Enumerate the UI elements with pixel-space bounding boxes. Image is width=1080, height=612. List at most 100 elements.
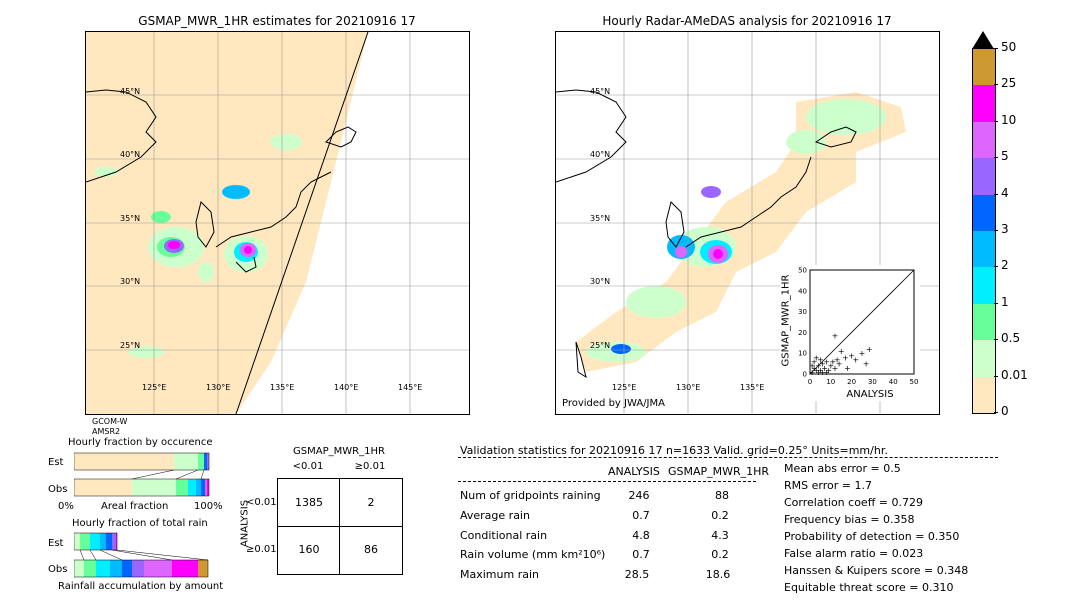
occurrence-axis-right: 100% <box>194 501 223 512</box>
right-map-svg <box>556 32 939 414</box>
scatter-point: + <box>830 358 837 367</box>
scatter-xtick: 10 <box>826 378 835 386</box>
colorbar-label: 10 <box>1001 112 1017 127</box>
right-lat-40: 40°N <box>590 150 611 159</box>
scatter-point: + <box>811 358 818 367</box>
colorbar-label: 4 <box>1001 185 1009 200</box>
colorbar-label: 3 <box>1001 222 1009 236</box>
scatter-xtick: 20 <box>847 378 856 386</box>
scatter-point: + <box>819 368 826 377</box>
colorbar-segment <box>973 303 995 341</box>
stat-label-3: Rain volume (mm km²10⁶) <box>460 548 606 561</box>
col-gsmap: GSMAP_MWR_1HR <box>668 465 770 478</box>
left-lon-145: 145°E <box>398 383 423 392</box>
stat-analysis-3: 0.7 <box>632 548 650 561</box>
contingency-col-lt: <0.01 <box>292 461 324 472</box>
contingency-row-lt: <0.01 <box>246 497 277 508</box>
scatter-inset: + + + + + + + + + + + + + + + + + + + + + + + + + + + + + + 0 0 10 10 20 2… <box>780 265 920 401</box>
colorbar-tick <box>994 339 998 341</box>
scatter-point: + <box>836 360 843 369</box>
left-lat-40: 40°N <box>120 150 141 159</box>
stat-gsmap-0: 88 <box>715 489 729 502</box>
scatter-point: + <box>866 345 873 354</box>
contingency-col-ge: ≥0.01 <box>354 461 386 472</box>
left-map-title: GSMAP_MWR_1HR estimates for 20210916 17 <box>138 14 416 28</box>
colorbar-tick <box>994 302 998 304</box>
colorbar-label: 5 <box>1001 149 1009 164</box>
colorbar-tick <box>994 48 998 49</box>
scatter-xtick: 30 <box>868 378 877 386</box>
total-rain-axis-label: Rainfall accumulation by amount <box>58 581 224 592</box>
colorbar-tick <box>994 230 998 231</box>
right-lat-45: 45°N <box>590 87 611 96</box>
colorbar-tick <box>994 412 998 413</box>
scatter-xtick: 0 <box>808 378 812 386</box>
scatter-point: + <box>859 349 866 358</box>
scatter-point: + <box>863 360 870 369</box>
stat-gsmap-1: 0.2 <box>711 509 729 522</box>
colorbar-label: 2 <box>1001 258 1009 273</box>
stat-analysis-4: 28.5 <box>624 568 650 581</box>
scatter-xtick: 40 <box>889 378 898 386</box>
colorbar-tick <box>994 193 998 195</box>
colorbar-segment <box>973 194 995 232</box>
colorbar-tick <box>994 266 998 268</box>
scatter-ytick: 10 <box>798 350 807 358</box>
scatter-point: + <box>844 364 851 373</box>
colorbar-segment <box>973 121 995 159</box>
scatter-point: + <box>817 366 824 375</box>
contingency-title: GSMAP_MWR_1HR <box>293 446 385 457</box>
colorbar-arrow <box>972 31 994 49</box>
stat-analysis-2: 4.8 <box>632 529 650 542</box>
right-lat-25: 25°N <box>590 341 611 350</box>
score-6: Hanssen & Kuipers score = 0.348 <box>784 564 969 577</box>
scatter-point: + <box>813 353 820 362</box>
stat-label-1: Average rain <box>460 509 530 522</box>
colorbar-tick <box>994 120 998 122</box>
occurrence-title: Hourly fraction by occurence <box>68 437 213 448</box>
colorbar-segment <box>973 85 995 123</box>
col-analysis: ANALYSIS <box>608 465 660 478</box>
left-lon-140: 140°E <box>334 383 359 392</box>
score-3: Frequency bias = 0.358 <box>784 513 915 526</box>
right-map-title: Hourly Radar-AMeDAS analysis for 2021091… <box>602 14 892 28</box>
left-lat-35: 35°N <box>120 214 141 223</box>
left-map-svg <box>86 32 469 414</box>
score-0: Mean abs error = 0.5 <box>784 462 901 475</box>
scatter-point: + <box>834 355 841 364</box>
total-rain-obs-label: Obs <box>48 564 68 575</box>
scatter-point: + <box>832 364 839 373</box>
scatter-point: + <box>823 368 830 377</box>
stat-analysis-0: 246 <box>628 489 650 502</box>
contingency-c: 160 <box>298 543 320 556</box>
map-credit: Provided by JWA/JMA <box>562 398 665 409</box>
left-lon-135: 135°E <box>270 383 295 392</box>
colorbar-label: 0.01 <box>1001 367 1028 382</box>
stat-analysis-1: 0.7 <box>632 509 650 522</box>
scatter-point: + <box>852 355 859 364</box>
occurrence-axis-mid: Areal fraction <box>101 501 169 512</box>
contingency-row-ge: ≥0.01 <box>246 544 277 555</box>
scatter-ytick: 0 <box>803 371 807 379</box>
scatter-point: + <box>827 362 834 371</box>
scatter-point: + <box>811 364 818 373</box>
scatter-point: + <box>815 368 822 377</box>
colorbar-segment <box>973 376 995 414</box>
scatter-point: + <box>809 368 816 377</box>
scatter-point: + <box>838 347 845 356</box>
contingency-d: 86 <box>364 543 378 556</box>
right-lat-30: 30°N <box>590 277 611 286</box>
stat-label-0: Num of gridpoints raining <box>460 489 601 502</box>
colorbar <box>972 48 996 414</box>
scatter-point: + <box>842 353 849 362</box>
scatter-xlabel: ANALYSIS <box>846 389 894 400</box>
contingency-a: 1385 <box>295 496 323 509</box>
scatter-point: + <box>848 351 855 360</box>
contingency-table: 1385 2 160 86 <box>277 478 403 575</box>
colorbar-label: 0.5 <box>1001 331 1021 346</box>
total-rain-title: Hourly fraction of total rain <box>72 518 208 529</box>
sensor-line-2: AMSR2 <box>92 427 121 436</box>
left-lat-30: 30°N <box>120 277 141 286</box>
colorbar-tick <box>994 157 998 159</box>
scatter-point: + <box>823 358 830 367</box>
